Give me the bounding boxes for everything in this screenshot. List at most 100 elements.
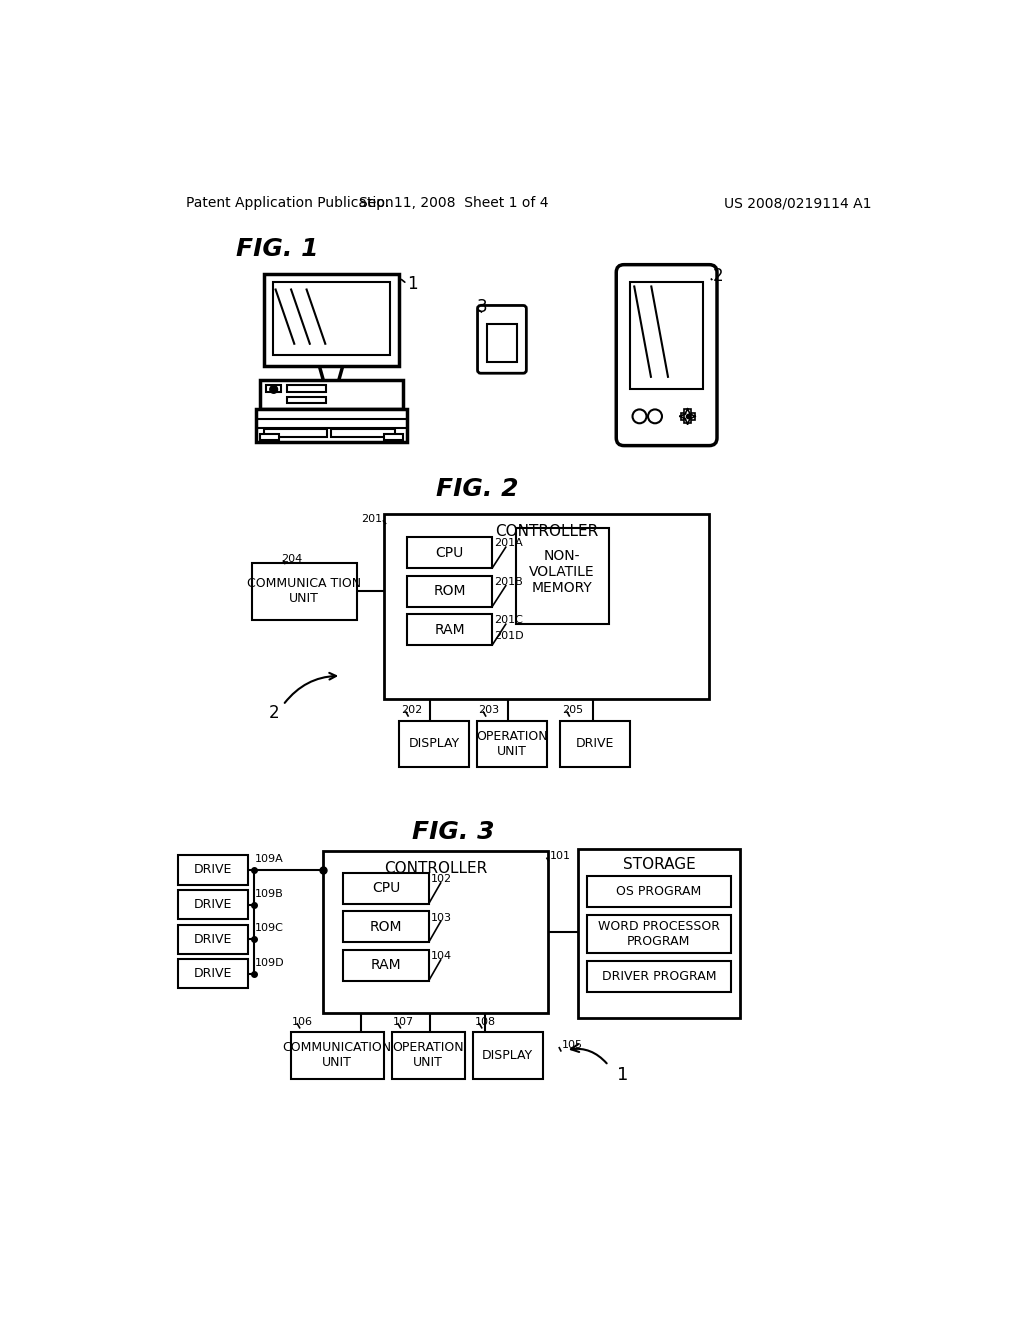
Bar [684,409,691,424]
FancyBboxPatch shape [616,264,717,446]
Bar [407,614,493,645]
Bar [384,434,403,441]
Text: DRIVE: DRIVE [195,968,232,981]
Text: 109A: 109A [255,854,284,865]
Bar [260,380,403,409]
Text: 201D: 201D [495,631,524,640]
Text: CPU: CPU [435,545,464,560]
Text: 103: 103 [431,912,452,923]
Bar [178,855,248,884]
Text: 2: 2 [713,267,724,285]
Text: Patent Application Publication: Patent Application Publication [186,197,394,210]
Text: 107: 107 [393,1016,414,1027]
Bar [256,409,407,442]
Text: 101: 101 [550,851,570,861]
Text: 202: 202 [400,705,422,714]
Text: CONTROLLER: CONTROLLER [384,861,487,876]
Text: COMMUNICA TION
UNIT: COMMUNICA TION UNIT [247,577,361,605]
Bar [331,429,394,437]
Bar [178,960,248,989]
Text: 104: 104 [431,952,453,961]
Text: CONTROLLER: CONTROLLER [495,524,598,539]
Bar [260,434,280,441]
Bar [343,873,429,904]
Text: ROM: ROM [433,585,466,598]
Bar [515,528,608,624]
Text: FIG. 3: FIG. 3 [413,820,495,845]
Text: DRIVE: DRIVE [195,933,232,945]
Bar [178,924,248,954]
Bar [287,397,326,404]
Bar [681,412,694,420]
Bar [391,1032,465,1078]
Text: OS PROGRAM: OS PROGRAM [616,884,701,898]
Bar [263,429,328,437]
Text: 2: 2 [268,704,279,722]
Bar [343,911,429,942]
Text: 108: 108 [474,1016,496,1027]
Text: DISPLAY: DISPLAY [409,737,460,750]
Bar [578,849,740,1019]
Text: DRIVE: DRIVE [195,898,232,911]
Text: ROM: ROM [370,920,402,933]
Text: DRIVE: DRIVE [195,863,232,876]
Text: 109C: 109C [255,924,284,933]
Bar [587,915,731,953]
Bar [587,876,731,907]
Text: US 2008/0219114 A1: US 2008/0219114 A1 [725,197,872,210]
Text: DISPLAY: DISPLAY [482,1049,534,1063]
Bar [287,385,326,392]
Text: 201A: 201A [495,539,523,548]
Text: 203: 203 [478,705,500,714]
Text: OPERATION
UNIT: OPERATION UNIT [476,730,548,758]
Text: Sep. 11, 2008  Sheet 1 of 4: Sep. 11, 2008 Sheet 1 of 4 [358,197,548,210]
Bar [407,537,493,568]
Text: NON-
VOLATILE
MEMORY: NON- VOLATILE MEMORY [529,549,595,595]
Bar [291,1032,384,1078]
Text: FIG. 2: FIG. 2 [435,478,518,502]
Text: RAM: RAM [434,623,465,636]
Bar [252,562,356,620]
FancyArrowPatch shape [571,1044,606,1064]
Bar [560,721,630,767]
Bar [263,275,399,367]
Bar [178,890,248,919]
Bar [587,961,731,991]
Bar [473,1032,543,1078]
FancyBboxPatch shape [477,305,526,374]
Bar [273,281,390,355]
Text: 109D: 109D [255,958,285,968]
Text: DRIVE: DRIVE [577,737,614,750]
Circle shape [270,385,278,393]
Bar [266,385,282,392]
Text: COMMUNICATION
UNIT: COMMUNICATION UNIT [283,1041,392,1069]
Bar [343,950,429,981]
Text: 1: 1 [407,275,418,293]
FancyArrowPatch shape [285,673,336,702]
Bar [384,515,710,700]
Text: DRIVER PROGRAM: DRIVER PROGRAM [602,970,716,982]
Text: 106: 106 [292,1016,313,1027]
Text: 3: 3 [477,298,487,315]
Bar [477,721,547,767]
Bar [630,281,703,389]
Bar [407,576,493,607]
Bar [399,721,469,767]
Text: 204: 204 [281,554,302,564]
Text: 102: 102 [431,874,453,884]
Text: OPERATION
UNIT: OPERATION UNIT [392,1041,464,1069]
Bar [486,323,517,363]
Text: WORD PROCESSOR
PROGRAM: WORD PROCESSOR PROGRAM [598,920,720,948]
Text: 109B: 109B [255,888,284,899]
Text: RAM: RAM [371,958,401,973]
Text: CPU: CPU [372,882,400,895]
Text: 205: 205 [562,705,583,714]
Text: 201: 201 [361,513,382,524]
Text: FIG. 1: FIG. 1 [237,238,319,261]
Text: 201C: 201C [495,615,523,626]
Bar [324,851,548,1014]
Text: 201B: 201B [495,577,523,587]
Text: 1: 1 [616,1065,628,1084]
Text: STORAGE: STORAGE [623,857,695,873]
Text: 105: 105 [562,1040,583,1051]
